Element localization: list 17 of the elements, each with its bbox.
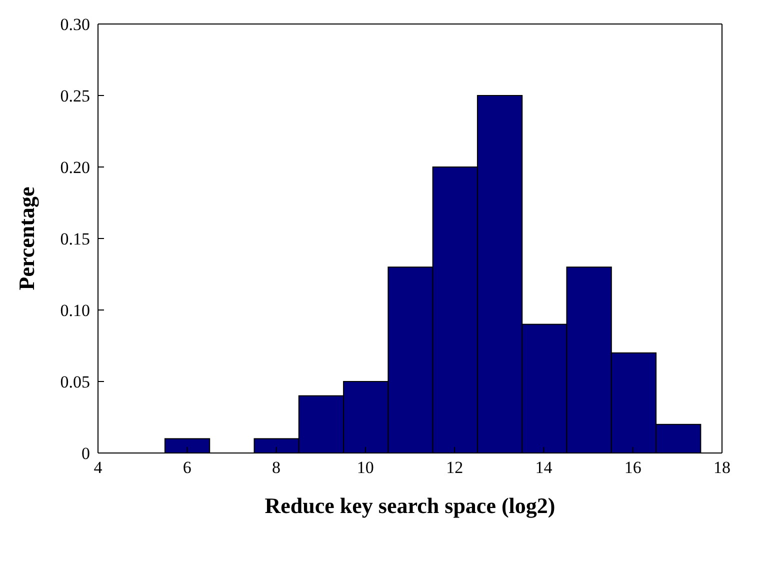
y-tick-label: 0.05	[60, 372, 90, 392]
y-tick-label: 0.30	[60, 15, 90, 34]
x-tick-label: 10	[356, 458, 374, 478]
y-tick-label: 0.20	[60, 158, 90, 178]
x-tick-label: 12	[446, 458, 464, 478]
y-tick-label: 0.15	[60, 230, 90, 249]
x-tick-label: 4	[94, 458, 103, 478]
x-axis-title: Reduce key search space (log2)	[264, 493, 556, 518]
y-tick-label: 0.10	[60, 301, 90, 320]
y-tick-label: 0.25	[60, 86, 90, 106]
x-tick-label: 16	[624, 458, 642, 478]
x-tick-label: 14	[535, 458, 553, 478]
x-tick-label: 18	[714, 458, 730, 478]
y-tick-label: 0	[82, 444, 90, 464]
x-tick-label: 6	[182, 458, 192, 478]
y-axis-title: Percentage	[14, 186, 39, 290]
x-tick-label: 8	[272, 458, 281, 478]
